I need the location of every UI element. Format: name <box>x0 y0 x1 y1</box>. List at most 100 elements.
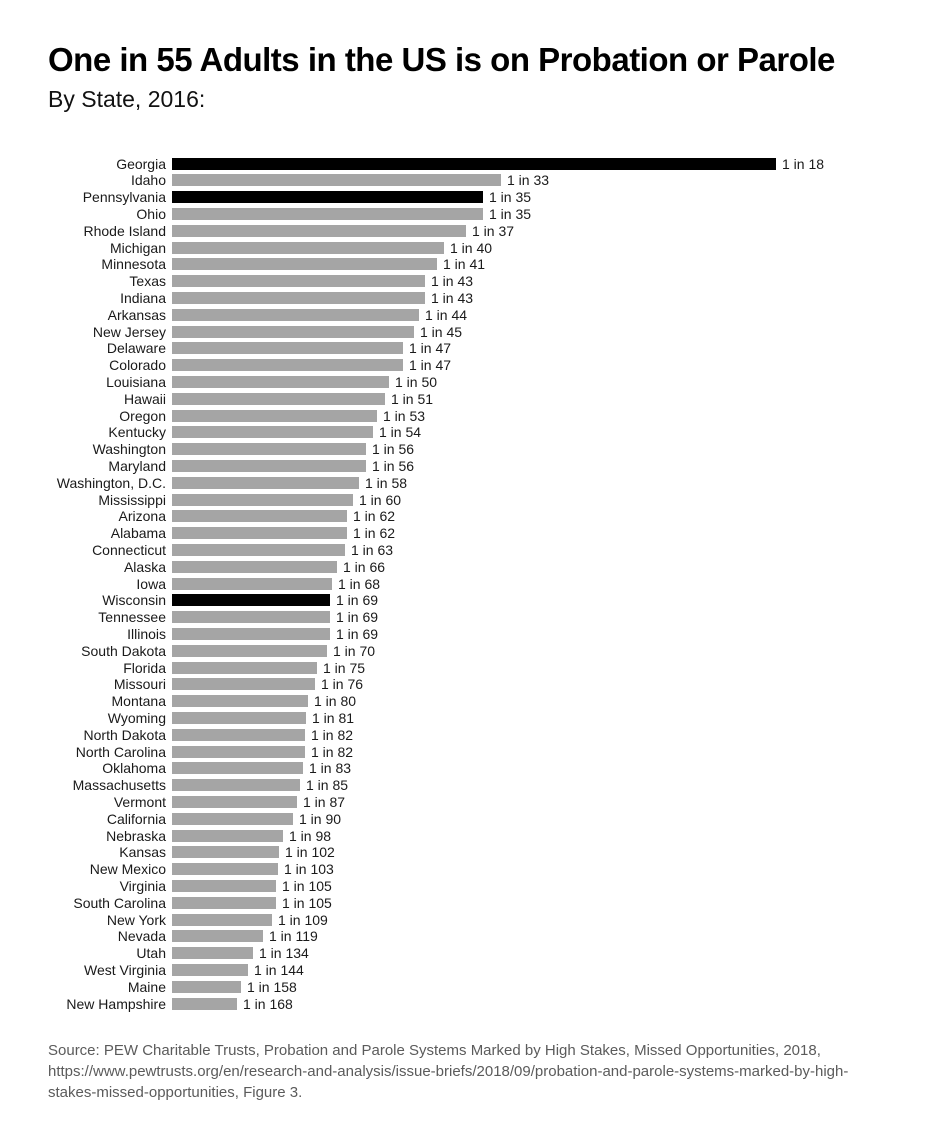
state-bar <box>172 711 306 724</box>
bar-track: 1 in 76 <box>172 677 946 691</box>
state-bar <box>172 409 377 422</box>
chart-row: Alaska 1 in 66 <box>0 558 946 575</box>
chart-row: Colorado 1 in 47 <box>0 357 946 374</box>
bar-track: 1 in 56 <box>172 442 946 456</box>
state-label: New Hampshire <box>66 995 166 1012</box>
value-label: 1 in 144 <box>254 961 304 978</box>
bar-track: 1 in 87 <box>172 795 946 809</box>
state-label: Wyoming <box>107 709 166 726</box>
state-bar <box>172 661 317 674</box>
chart-row: Montana 1 in 80 <box>0 693 946 710</box>
value-label: 1 in 80 <box>314 693 357 710</box>
chart-row: Idaho 1 in 33 <box>0 172 946 189</box>
value-label: 1 in 54 <box>379 424 422 441</box>
state-label: Colorado <box>109 357 166 374</box>
value-label: 1 in 82 <box>311 726 354 743</box>
state-label: Florida <box>123 659 166 676</box>
value-label: 1 in 83 <box>309 760 352 777</box>
state-bar <box>172 963 248 976</box>
state-label: North Dakota <box>83 726 166 743</box>
state-bar <box>172 695 308 708</box>
state-label: Maryland <box>108 458 166 475</box>
value-label: 1 in 41 <box>443 256 486 273</box>
bar-track: 1 in 62 <box>172 526 946 540</box>
state-bar <box>172 947 253 960</box>
value-label: 1 in 70 <box>333 642 376 659</box>
state-label: New York <box>106 911 166 928</box>
chart-row: Kansas 1 in 102 <box>0 844 946 861</box>
value-label: 1 in 40 <box>450 239 493 256</box>
page-subtitle: By State, 2016: <box>48 86 206 113</box>
value-label: 1 in 62 <box>353 508 396 525</box>
value-label: 1 in 56 <box>372 441 415 458</box>
state-label: Texas <box>129 273 166 290</box>
chart-row: Maine 1 in 158 <box>0 978 946 995</box>
bar-track: 1 in 103 <box>172 862 946 876</box>
bar-track: 1 in 45 <box>172 325 946 339</box>
value-label: 1 in 105 <box>282 894 332 911</box>
state-bar <box>172 275 425 288</box>
state-bar <box>172 476 359 489</box>
bar-track: 1 in 43 <box>172 291 946 305</box>
value-label: 1 in 50 <box>395 374 438 391</box>
state-bar <box>172 493 353 506</box>
state-label: Ohio <box>136 206 166 223</box>
bar-track: 1 in 105 <box>172 896 946 910</box>
bar-track: 1 in 53 <box>172 409 946 423</box>
chart-row: North Dakota 1 in 82 <box>0 726 946 743</box>
state-bar <box>172 611 330 624</box>
chart-row: Louisiana 1 in 50 <box>0 374 946 391</box>
state-bar <box>172 224 466 237</box>
chart-row: West Virginia 1 in 144 <box>0 962 946 979</box>
value-label: 1 in 18 <box>782 155 825 172</box>
value-label: 1 in 63 <box>351 542 394 559</box>
state-label: Missouri <box>113 676 166 693</box>
chart-row: Georgia 1 in 18 <box>0 155 946 172</box>
state-bar <box>172 628 330 640</box>
state-bar <box>172 460 366 473</box>
bar-track: 1 in 68 <box>172 577 946 591</box>
value-label: 1 in 87 <box>303 793 346 810</box>
state-label: Delaware <box>106 340 166 357</box>
state-label: Nevada <box>117 928 166 945</box>
state-label: Louisiana <box>106 374 166 391</box>
bar-track: 1 in 51 <box>172 392 946 406</box>
chart-row: Connecticut 1 in 63 <box>0 542 946 559</box>
state-bar <box>172 359 403 372</box>
bar-track: 1 in 81 <box>172 711 946 725</box>
bar-track: 1 in 50 <box>172 375 946 389</box>
bar-track: 1 in 82 <box>172 745 946 759</box>
state-label: Rhode Island <box>83 222 166 239</box>
state-bar <box>172 728 305 741</box>
bar-track: 1 in 82 <box>172 728 946 742</box>
value-label: 1 in 90 <box>299 810 342 827</box>
bar-track: 1 in 35 <box>172 207 946 221</box>
state-label: South Carolina <box>73 894 166 911</box>
state-bar <box>172 779 300 792</box>
state-label: Virginia <box>119 877 166 894</box>
bar-track: 1 in 105 <box>172 879 946 893</box>
chart-row: Minnesota 1 in 41 <box>0 256 946 273</box>
value-label: 1 in 102 <box>285 844 335 861</box>
value-label: 1 in 47 <box>409 340 452 357</box>
source-text: Source: PEW Charitable Trusts, Probation… <box>48 1040 906 1103</box>
state-label: Massachusetts <box>72 777 166 794</box>
bar-track: 1 in 62 <box>172 509 946 523</box>
state-bar <box>172 812 293 825</box>
value-label: 1 in 168 <box>243 995 293 1012</box>
state-bar <box>172 913 272 926</box>
value-label: 1 in 60 <box>359 491 402 508</box>
state-label: Illinois <box>127 626 166 642</box>
chart-row: Washington, D.C. 1 in 58 <box>0 474 946 491</box>
state-bar <box>172 191 483 204</box>
bar-track: 1 in 69 <box>172 610 946 624</box>
state-label: Oregon <box>119 407 166 424</box>
chart-row: Hawaii 1 in 51 <box>0 390 946 407</box>
state-label: Nebraska <box>106 827 166 844</box>
bar-track: 1 in 58 <box>172 476 946 490</box>
value-label: 1 in 105 <box>282 877 332 894</box>
value-label: 1 in 33 <box>507 172 550 189</box>
state-label: Utah <box>136 945 166 962</box>
state-label: North Carolina <box>75 743 166 760</box>
bar-track: 1 in 98 <box>172 829 946 843</box>
